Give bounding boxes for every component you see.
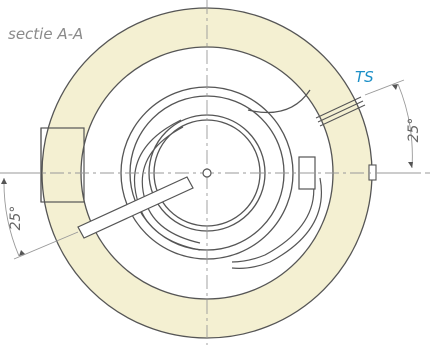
center-mark-icon	[202, 168, 212, 178]
outer-right-stub	[368, 164, 377, 181]
angle-arrows-top-right	[392, 84, 413, 168]
section-label: sectie A-A	[8, 25, 83, 43]
spiral-coil	[133, 89, 322, 269]
inlet-pipe	[77, 176, 194, 239]
angle-dimension-top-right	[364, 79, 420, 174]
ts-sensor-pipe	[315, 96, 366, 127]
angle-label-bottom-left: 25°	[8, 206, 24, 231]
angle-arrows-bottom-left	[1, 178, 25, 256]
angle-label-top-right: 25°	[406, 118, 422, 143]
ts-label: TS	[355, 68, 374, 86]
